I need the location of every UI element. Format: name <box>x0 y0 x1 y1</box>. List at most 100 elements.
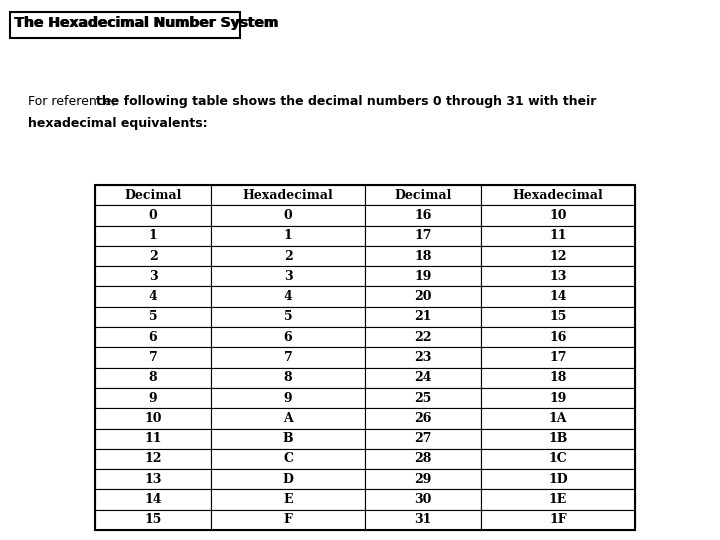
Bar <box>365 388 481 408</box>
Bar <box>211 388 365 408</box>
Bar <box>481 246 635 266</box>
Text: 28: 28 <box>415 453 432 465</box>
Bar <box>95 185 635 530</box>
Bar <box>211 408 365 429</box>
Text: 15: 15 <box>549 310 567 323</box>
Bar <box>365 510 481 530</box>
FancyBboxPatch shape <box>10 12 240 38</box>
Bar <box>365 408 481 429</box>
Text: C: C <box>283 453 293 465</box>
Bar <box>365 246 481 266</box>
Text: 13: 13 <box>145 472 162 486</box>
Text: 1A: 1A <box>549 412 567 425</box>
Bar <box>481 226 635 246</box>
Bar <box>95 489 211 510</box>
Text: 14: 14 <box>144 493 162 506</box>
Text: Decimal: Decimal <box>125 188 181 201</box>
Bar <box>211 266 365 287</box>
Text: 4: 4 <box>284 290 292 303</box>
Text: 6: 6 <box>149 330 158 343</box>
Bar <box>481 287 635 307</box>
Text: 18: 18 <box>549 372 567 384</box>
Text: Hexadecimal: Hexadecimal <box>513 188 603 201</box>
Text: 2: 2 <box>284 249 292 262</box>
Bar <box>481 185 635 205</box>
Text: 5: 5 <box>149 310 158 323</box>
Bar <box>365 266 481 287</box>
Bar <box>481 449 635 469</box>
Text: Decimal: Decimal <box>395 188 451 201</box>
Text: 15: 15 <box>145 514 162 526</box>
Text: 25: 25 <box>415 392 432 404</box>
Text: 1F: 1F <box>549 514 567 526</box>
Bar <box>95 469 211 489</box>
Bar <box>365 226 481 246</box>
Bar <box>211 246 365 266</box>
Text: 29: 29 <box>415 472 432 486</box>
Bar <box>211 449 365 469</box>
Text: 6: 6 <box>284 330 292 343</box>
Text: 1C: 1C <box>549 453 567 465</box>
Text: 8: 8 <box>284 372 292 384</box>
Text: F: F <box>284 514 292 526</box>
Text: hexadecimal equivalents:: hexadecimal equivalents: <box>28 117 207 130</box>
Text: 31: 31 <box>415 514 432 526</box>
Bar <box>365 429 481 449</box>
Bar <box>481 368 635 388</box>
Text: 1B: 1B <box>549 432 568 445</box>
Text: 20: 20 <box>414 290 432 303</box>
Text: 17: 17 <box>414 230 432 242</box>
Bar <box>95 388 211 408</box>
Bar <box>365 469 481 489</box>
Text: 19: 19 <box>415 270 432 283</box>
Text: 3: 3 <box>149 270 158 283</box>
Bar <box>481 469 635 489</box>
Text: 0: 0 <box>148 209 158 222</box>
Text: 11: 11 <box>144 432 162 445</box>
Text: 3: 3 <box>284 270 292 283</box>
Text: 12: 12 <box>144 453 162 465</box>
Text: 30: 30 <box>415 493 432 506</box>
Bar <box>95 368 211 388</box>
Text: 14: 14 <box>549 290 567 303</box>
Bar <box>481 347 635 368</box>
Text: The Hexadecimal Number System: The Hexadecimal Number System <box>15 16 279 30</box>
Bar <box>481 388 635 408</box>
Bar <box>365 205 481 226</box>
Text: 0: 0 <box>284 209 292 222</box>
Bar <box>211 510 365 530</box>
Bar <box>211 429 365 449</box>
Bar <box>365 368 481 388</box>
Text: 5: 5 <box>284 310 292 323</box>
Text: 9: 9 <box>284 392 292 404</box>
Bar <box>95 205 211 226</box>
Text: 17: 17 <box>549 351 567 364</box>
Bar <box>95 287 211 307</box>
Bar <box>365 185 481 205</box>
Text: For reference,: For reference, <box>28 95 120 108</box>
Bar <box>95 185 211 205</box>
Bar <box>481 510 635 530</box>
Text: 11: 11 <box>549 230 567 242</box>
Bar <box>211 347 365 368</box>
Bar <box>95 429 211 449</box>
Bar <box>211 469 365 489</box>
Text: A: A <box>283 412 293 425</box>
Bar <box>365 489 481 510</box>
Bar <box>95 226 211 246</box>
Bar <box>481 429 635 449</box>
Bar <box>95 449 211 469</box>
Text: Hexadecimal: Hexadecimal <box>243 188 333 201</box>
Bar <box>481 489 635 510</box>
Text: E: E <box>283 493 293 506</box>
Bar <box>365 449 481 469</box>
Bar <box>211 307 365 327</box>
Bar <box>365 347 481 368</box>
Text: 18: 18 <box>415 249 432 262</box>
Text: 24: 24 <box>414 372 432 384</box>
Text: 1: 1 <box>284 230 292 242</box>
Text: the following table shows the decimal numbers 0 through 31 with their: the following table shows the decimal nu… <box>96 95 596 108</box>
Bar <box>365 307 481 327</box>
Bar <box>211 185 365 205</box>
Text: The Hexadecimal Number System: The Hexadecimal Number System <box>14 16 278 30</box>
